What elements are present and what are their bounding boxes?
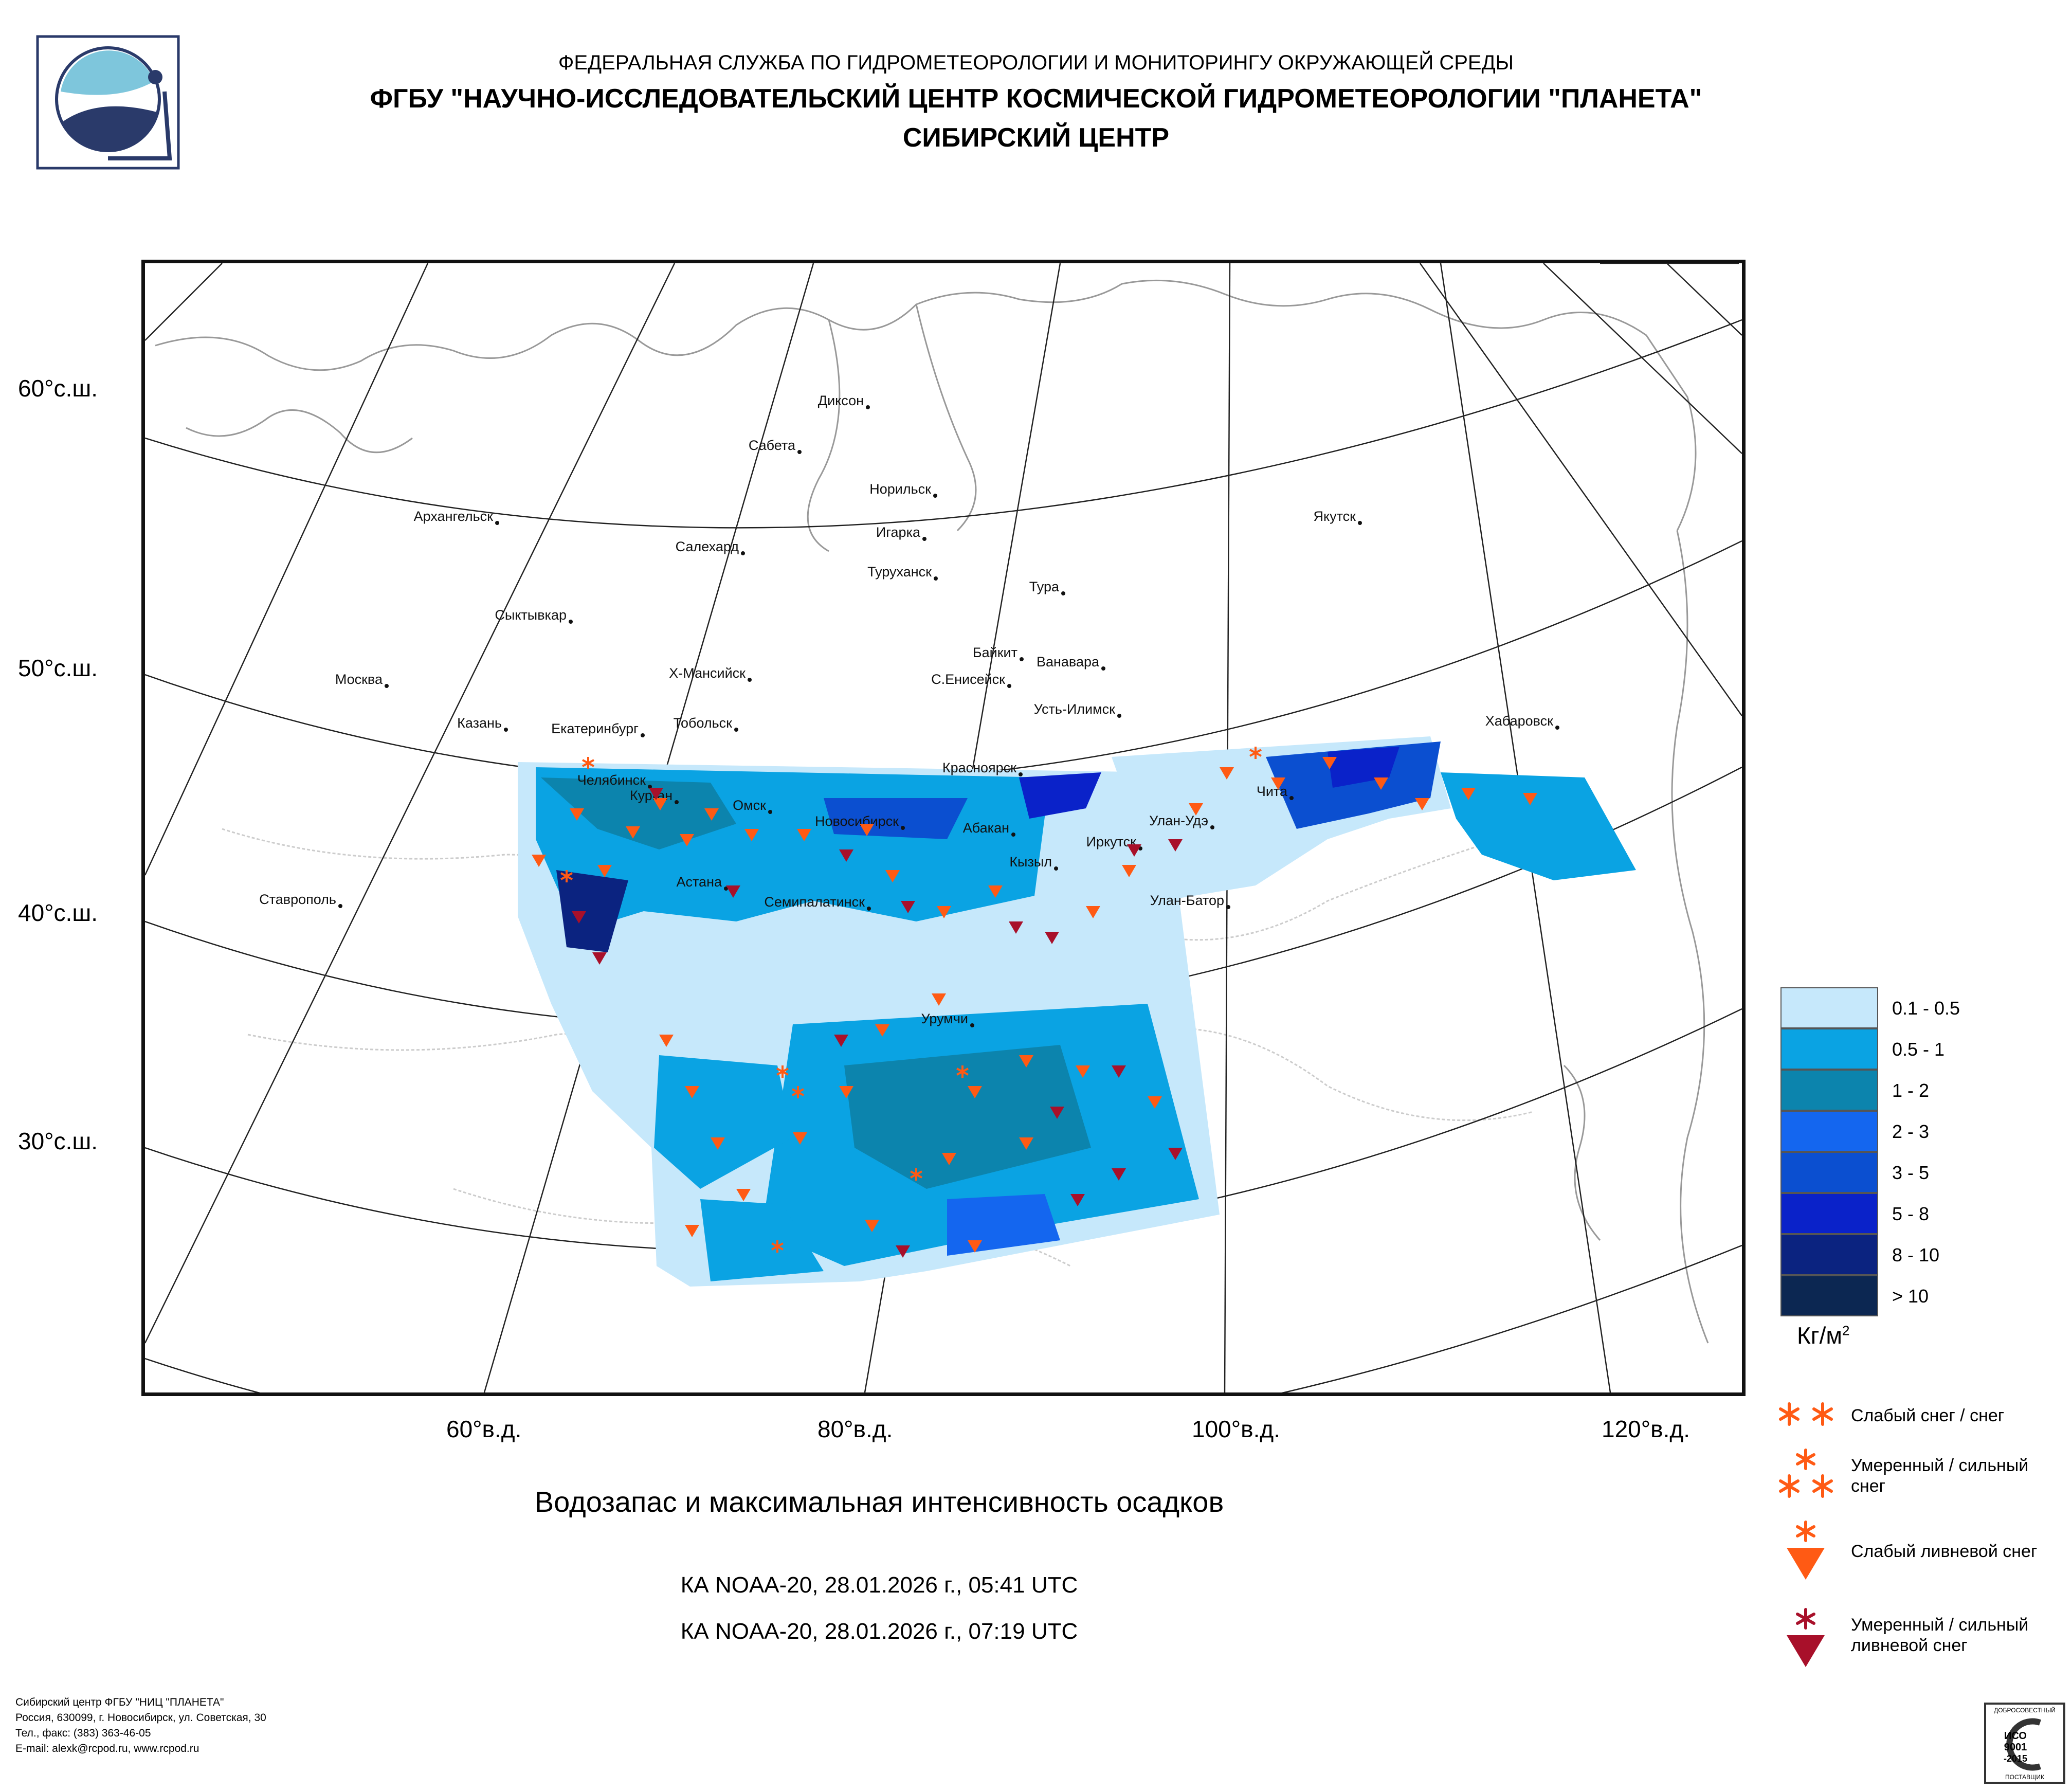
legend-label: 5 - 8 [1892, 1203, 1930, 1224]
city-label: Челябинск [577, 772, 646, 788]
city-label: Усть-Илимск [1034, 701, 1116, 717]
legend-label: 1 - 2 [1892, 1080, 1930, 1101]
footer-contacts: Сибирский центр ФГБУ "НИЦ "ПЛАНЕТА" Росс… [15, 1695, 266, 1757]
map-panel[interactable]: Диксон Сабета Норильск Архангельск Игарк… [141, 260, 1746, 1396]
heavy-shower-snow-icon [1787, 1608, 1825, 1667]
legend-swatch [1780, 1070, 1878, 1111]
branch-name: СИБИРСКИЙ ЦЕНТР [902, 123, 1170, 153]
legend-swatch [1780, 1111, 1878, 1152]
city-label: Диксон [818, 393, 864, 408]
map-canvas: Диксон Сабета Норильск Архангельск Игарк… [145, 263, 1742, 1392]
light-shower-snow-icon [1787, 1521, 1825, 1580]
legend-label: 0.1 - 0.5 [1892, 998, 1960, 1019]
snow-markers [560, 747, 1262, 1253]
iso-certificate-icon: ДОБРОСОВЕСТНЫЙ ИСО 9001 -2015 ПОСТАВЩИК [1984, 1703, 2065, 1784]
city-label: Тура [1029, 579, 1060, 594]
legend-swatch [1780, 1275, 1878, 1316]
city-label: Семипалатинск [764, 894, 865, 910]
city-label: Игарка [876, 524, 921, 540]
heavy-shower-snow-markers [572, 788, 1183, 1258]
lat-label-60: 60°с.ш. [18, 375, 98, 402]
legend-label: 0.5 - 1 [1892, 1039, 1945, 1060]
city-label: Туруханск [867, 564, 932, 580]
legend-swatch [1780, 1193, 1878, 1234]
city-label: Сыктывкар [495, 607, 567, 623]
city-label: Иркутск [1086, 834, 1137, 849]
city-label: Х-Мансийск [669, 665, 746, 681]
agency-name: ФЕДЕРАЛЬНАЯ СЛУЖБА ПО ГИДРОМЕТЕОРОЛОГИИ … [558, 51, 1514, 74]
legend-unit: Кг/м2 [1797, 1322, 1850, 1349]
heavy-shower-snow-label: Умеренный / сильный ливневой снег [1851, 1615, 2029, 1655]
coastlines [155, 279, 1709, 1344]
city-label: Норильск [869, 481, 931, 497]
city-label: Хабаровск [1485, 713, 1553, 729]
lon-label-80: 80°в.д. [817, 1416, 893, 1442]
planeta-logo-icon [36, 35, 180, 170]
city-label: Абакан [963, 820, 1009, 836]
light-shower-snow-label: Слабый ливневой снег [1851, 1542, 2038, 1561]
legend-swatch [1780, 1028, 1878, 1070]
center-name: ФГБУ "НАУЧНО-ИССЛЕДОВАТЕЛЬСКИЙ ЦЕНТР КОС… [370, 84, 1702, 114]
lat-label-50: 50°с.ш. [18, 655, 98, 681]
satellite-pass-2: КА NOAA-20, 28.01.2026 г., 07:19 UTC [680, 1619, 1078, 1644]
svg-text:ДОБРОСОВЕСТНЫЙ: ДОБРОСОВЕСТНЫЙ [1994, 1706, 2056, 1714]
symbol-legend-icons [1779, 1402, 1833, 1667]
shower-snow-markers [532, 757, 1537, 1253]
legend-swatch [1780, 987, 1878, 1028]
city-label: Кызыл [1009, 854, 1052, 870]
lat-label-40: 40°с.ш. [18, 899, 98, 926]
water-content-field [518, 736, 1636, 1287]
city-label: Омск [733, 798, 766, 813]
city-label: Казань [457, 715, 502, 731]
city-label: Ставрополь [259, 892, 336, 907]
svg-text:9001: 9001 [2004, 1742, 2027, 1753]
city-label: Сабета [749, 438, 796, 453]
svg-text:ИСО: ИСО [2004, 1730, 2027, 1742]
moderate-snow-label: Умеренный / сильный снег [1851, 1456, 2029, 1496]
product-title: Водозапас и максимальная интенсивность о… [534, 1486, 1224, 1518]
city-label: Байкит [973, 645, 1017, 660]
lon-label-60: 60°в.д. [446, 1416, 522, 1442]
footer-address: Россия, 630099, г. Новосибирск, ул. Сове… [15, 1712, 266, 1724]
city-label: Москва [335, 672, 383, 687]
legend-label: 3 - 5 [1892, 1162, 1930, 1183]
lon-label-100: 100°в.д. [1192, 1416, 1280, 1442]
city-label: Улан-Удэ [1149, 813, 1208, 828]
legend-label: > 10 [1892, 1286, 1929, 1307]
city-label: Урумчи [921, 1011, 968, 1026]
satellite-pass-1: КА NOAA-20, 28.01.2026 г., 05:41 UTC [680, 1572, 1078, 1598]
footer-phone: Тел., факс: (383) 363-46-05 [15, 1727, 151, 1739]
lon-label-120: 120°в.д. [1602, 1416, 1690, 1442]
footer-org: Сибирский центр ФГБУ "НИЦ "ПЛАНЕТА" [15, 1696, 224, 1708]
legend-label: 8 - 10 [1892, 1244, 1940, 1265]
moderate-snow-icon [1779, 1449, 1833, 1498]
city-label: Тобольск [674, 715, 733, 731]
city-label: Архангельск [414, 509, 494, 524]
city-label: Улан-Батор [1150, 893, 1224, 908]
city-label: Красноярск [942, 760, 1016, 775]
city-label: Новосибирск [815, 813, 899, 829]
city-labels: Диксон Сабета Норильск Архангельск Игарк… [259, 393, 1553, 1026]
city-label: Ванавара [1037, 654, 1100, 670]
city-label: Астана [676, 874, 722, 890]
svg-text:ПОСТАВЩИК: ПОСТАВЩИК [2005, 1774, 2044, 1781]
svg-text:-2015: -2015 [2004, 1753, 2027, 1764]
light-snow-label: Слабый снег / снег [1851, 1406, 2005, 1425]
legend-label: 2 - 3 [1892, 1121, 1930, 1142]
lat-label-30: 30°с.ш. [18, 1128, 98, 1154]
legend-swatch [1780, 1152, 1878, 1193]
footer-email: E-mail: alexk@rcpod.ru, www.rcpod.ru [15, 1743, 199, 1754]
light-snow-icon [1779, 1402, 1833, 1426]
city-label: Екатеринбург [551, 721, 639, 736]
city-label: Чита [1257, 784, 1288, 799]
city-label: Якутск [1314, 509, 1356, 524]
city-label: С.Енисейск [931, 672, 1005, 687]
legend-swatch [1780, 1234, 1878, 1275]
city-label: Салехард [676, 539, 739, 554]
